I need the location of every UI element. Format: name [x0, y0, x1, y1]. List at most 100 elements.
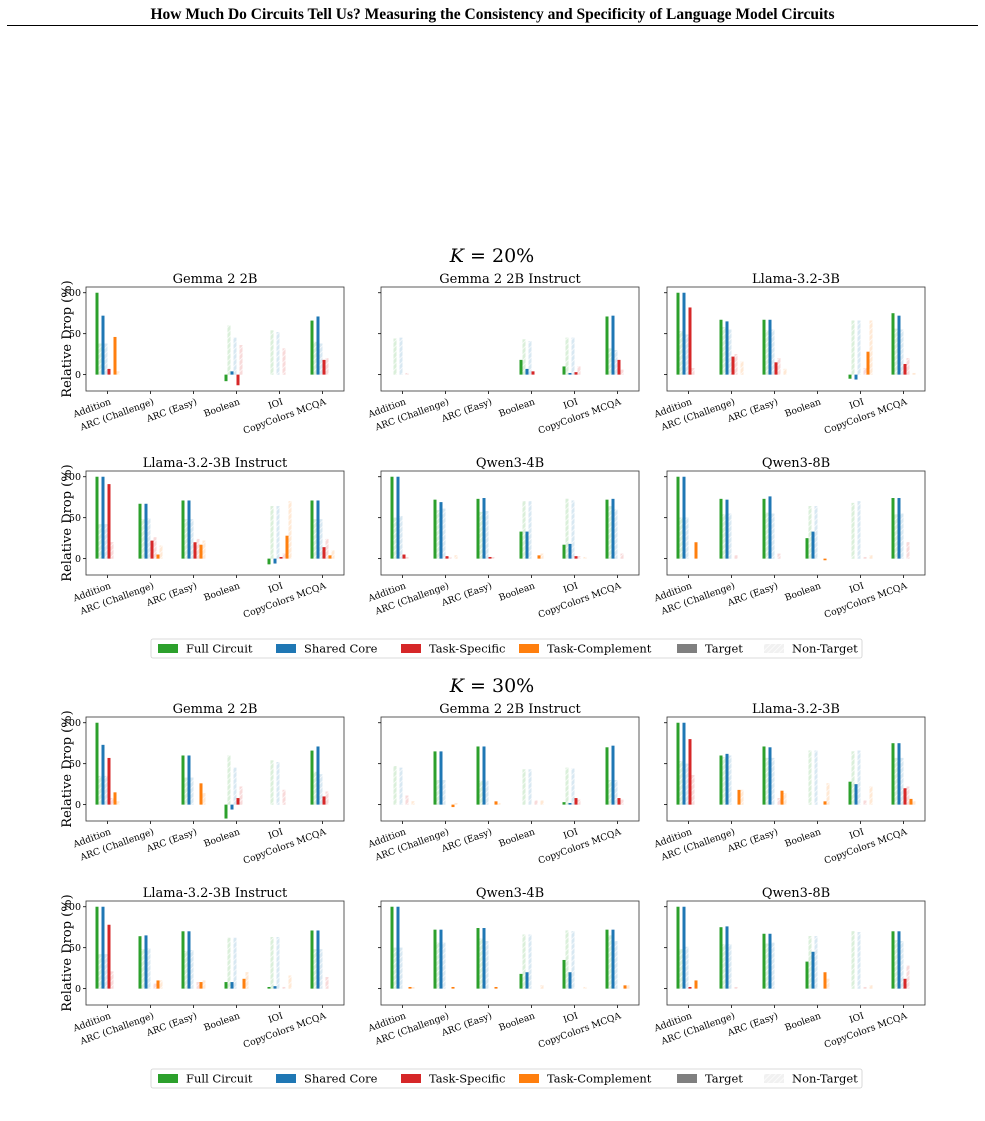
legend-label: Full Circuit — [186, 1072, 253, 1086]
bar-hatch — [325, 358, 329, 375]
bar — [562, 366, 566, 375]
bar-hatch — [405, 556, 409, 559]
legend-swatch — [677, 1074, 697, 1083]
x-tick-label: CopyColors MCQA — [537, 1010, 623, 1050]
plot-frame — [380, 900, 640, 1006]
bar-hatch — [863, 368, 867, 375]
y-tick-label: 0 — [75, 370, 81, 381]
bar — [682, 906, 686, 989]
bar — [390, 906, 394, 989]
bar — [230, 982, 234, 989]
x-tick-label: Boolean — [202, 580, 241, 603]
bar — [611, 745, 615, 805]
bar — [328, 555, 332, 559]
bar — [694, 542, 698, 559]
bar-hatch — [571, 768, 575, 805]
bar-hatch — [202, 793, 206, 805]
bar-hatch — [869, 555, 873, 559]
bar — [823, 558, 827, 561]
legend-swatch — [677, 644, 697, 653]
legend-label: Task-Specific — [429, 642, 505, 656]
bar-hatch — [116, 371, 120, 375]
bar — [187, 500, 191, 559]
bar — [488, 556, 492, 559]
bar — [310, 500, 314, 559]
bar-hatch — [485, 941, 489, 989]
bar — [725, 753, 729, 805]
x-tick-label: CopyColors MCQA — [242, 396, 328, 436]
bar-hatch — [571, 500, 575, 559]
y-tick-label: 100 — [63, 288, 81, 299]
bar-hatch — [202, 540, 206, 559]
bar — [605, 929, 609, 989]
bar — [273, 986, 277, 989]
bar-hatch — [491, 556, 495, 559]
bar — [676, 906, 680, 989]
bar-hatch — [894, 514, 898, 559]
bar — [144, 503, 148, 559]
x-tick-label: CopyColors MCQA — [823, 396, 909, 436]
panel-title: K = 30% — [449, 675, 534, 697]
legend-label: Task-Complement — [547, 1072, 652, 1086]
bar — [187, 931, 191, 989]
bar — [310, 320, 314, 375]
bar — [848, 781, 852, 805]
bar-hatch — [319, 774, 323, 805]
bar — [617, 798, 621, 805]
legend-swatch — [276, 644, 296, 653]
bar — [762, 746, 766, 805]
plot-frame — [666, 286, 926, 392]
bar — [144, 935, 148, 989]
subplot-title: Gemma 2 2B — [173, 702, 258, 717]
bar-hatch — [851, 320, 855, 375]
bar-hatch — [740, 789, 744, 805]
bar — [903, 978, 907, 989]
bar-hatch — [202, 980, 206, 989]
bar-hatch — [765, 943, 769, 989]
bar — [181, 500, 185, 559]
bar — [482, 498, 486, 559]
bar — [101, 476, 105, 559]
bar-hatch — [863, 800, 867, 805]
bar-hatch — [98, 524, 102, 559]
bar — [719, 755, 723, 805]
subplot-title: Qwen3-4B — [476, 456, 544, 471]
bar — [230, 804, 234, 810]
bar — [439, 929, 443, 989]
bar-hatch — [577, 556, 581, 559]
bar — [623, 985, 627, 989]
bar-hatch — [685, 763, 689, 805]
bar-hatch — [288, 501, 292, 559]
bar-hatch — [771, 513, 775, 559]
y-tick-label: 100 — [63, 472, 81, 483]
bar-hatch — [331, 550, 335, 559]
bar-hatch — [282, 789, 286, 805]
bar-hatch — [540, 985, 544, 989]
bar — [236, 374, 240, 386]
bar-hatch — [900, 513, 904, 559]
bar-hatch — [190, 777, 194, 805]
bar-hatch — [900, 757, 904, 805]
bar-hatch — [270, 330, 274, 375]
subplot-title: Llama-3.2-3B Instruct — [143, 456, 288, 471]
bar-hatch — [808, 936, 812, 989]
bar — [525, 368, 529, 375]
bar — [519, 973, 523, 989]
x-tick-label: Boolean — [497, 826, 536, 849]
bar-hatch — [722, 514, 726, 559]
bar — [897, 498, 901, 559]
bar-hatch — [485, 780, 489, 805]
bar — [322, 359, 326, 375]
bar — [316, 500, 320, 559]
bar-hatch — [906, 542, 910, 559]
bar — [199, 783, 203, 805]
bar — [823, 801, 827, 805]
plot-frame — [380, 716, 640, 822]
bar-hatch — [147, 948, 151, 989]
bar — [574, 372, 578, 375]
bar-hatch — [912, 801, 916, 805]
bar — [768, 747, 772, 805]
